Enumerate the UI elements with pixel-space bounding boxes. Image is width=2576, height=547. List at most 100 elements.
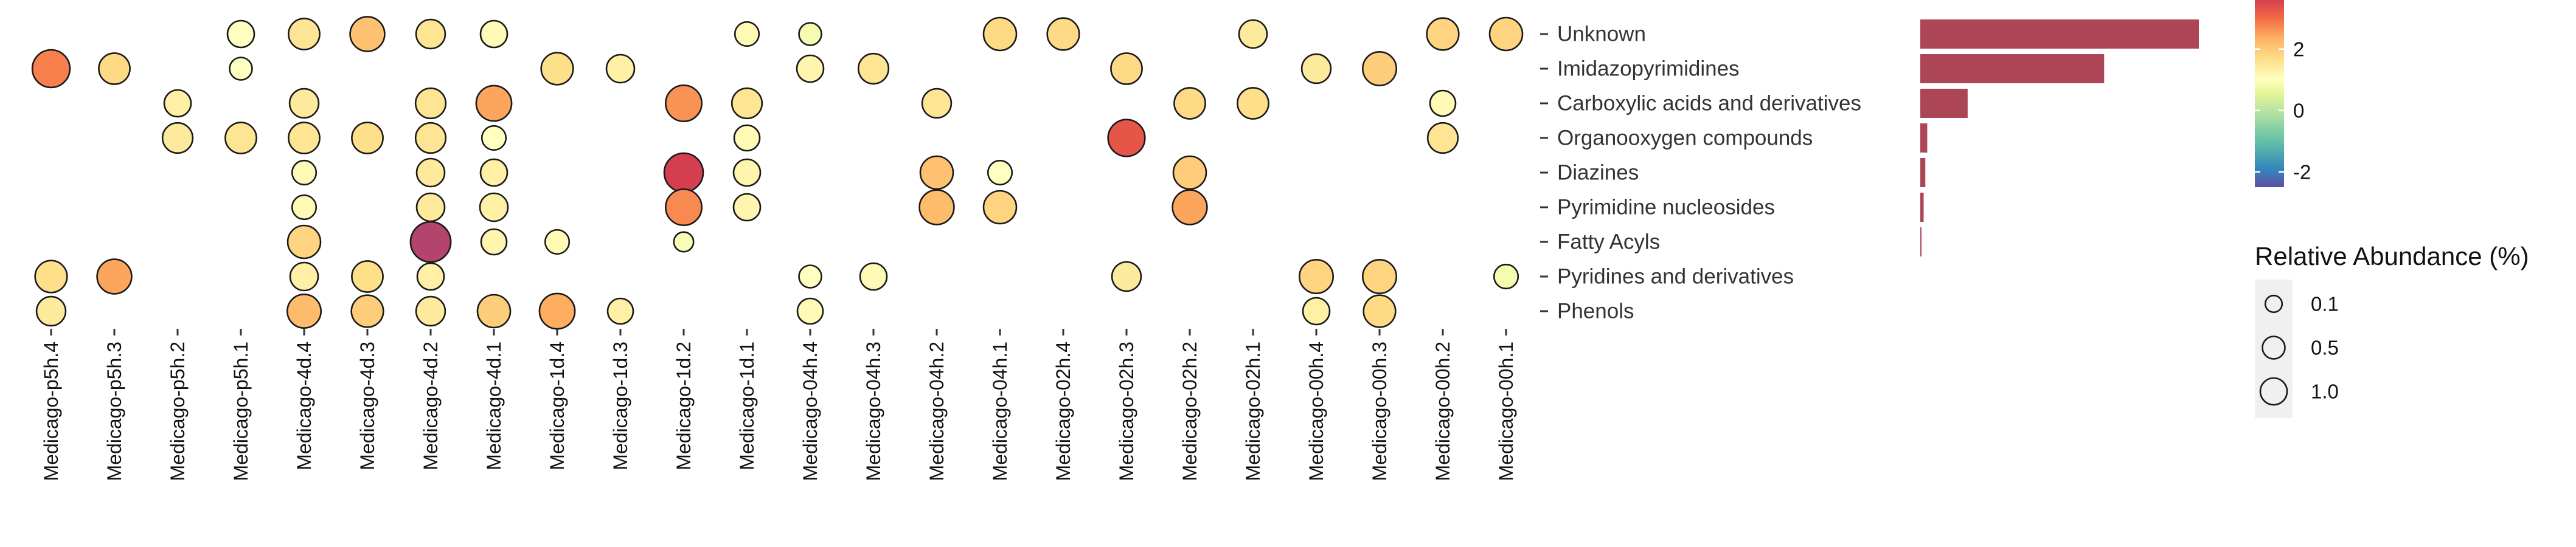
size-legend-key-background [2255, 280, 2293, 418]
bubble [286, 224, 322, 260]
bubble [415, 157, 446, 188]
bubble [919, 155, 954, 190]
bubble [34, 260, 68, 294]
class-label: Imidazopyrimidines [1557, 57, 1740, 81]
colorbar-label: 2 [2293, 38, 2304, 60]
colorbar-label: 0 [2293, 99, 2304, 122]
bubble [1046, 17, 1080, 51]
sample-label: Medicago-00h.3 [1369, 342, 1390, 481]
bubble [665, 188, 703, 226]
colorbar-gradient [2255, 0, 2284, 187]
sample-label: Medicago-4d.1 [483, 342, 505, 470]
bubble [663, 152, 704, 193]
bubble [918, 189, 955, 225]
size-legend-label: 0.5 [2311, 337, 2339, 359]
size-legend-circle [2259, 377, 2288, 406]
sample-label: Medicago-p5h.2 [167, 342, 189, 481]
bubble [163, 89, 192, 118]
bubble [1429, 89, 1457, 117]
class-label: Phenols [1557, 300, 1634, 323]
bubble [415, 192, 446, 222]
size-legend-circle [2262, 335, 2286, 360]
bubble [605, 53, 636, 84]
bubble [414, 122, 447, 154]
bubble [224, 122, 257, 154]
bubble [289, 261, 319, 292]
bubble [921, 88, 953, 119]
bubble [538, 292, 576, 330]
bubble [351, 122, 384, 154]
color-legend: 2 0 -2 [2255, 0, 2311, 187]
class-label: Organooxygen compounds [1557, 126, 1813, 150]
bubble [796, 297, 824, 325]
bubble [475, 84, 513, 122]
sample-label: Medicago-4d.3 [356, 342, 378, 470]
sample-label: Medicago-1d.1 [736, 342, 758, 470]
bubble [1111, 261, 1142, 292]
sample-label: Medicago-00h.2 [1432, 342, 1454, 481]
bubble [480, 228, 508, 256]
size-legend: Relative Abundance (%) 0.1 0.5 1.0 [2255, 242, 2529, 418]
abundance-bar [1920, 227, 1922, 256]
sample-label: Medicago-p5h.3 [103, 342, 125, 481]
bubble [673, 231, 695, 253]
bubble [1302, 297, 1331, 326]
bubble [540, 52, 574, 86]
abundance-bar [1920, 158, 1926, 187]
bubble [415, 295, 446, 327]
sample-label: Medicago-4d.2 [420, 342, 442, 470]
sample-label: Medicago-04h.3 [863, 342, 884, 481]
bubble [731, 87, 763, 120]
bubble [96, 258, 133, 295]
sample-label: Medicago-04h.4 [799, 342, 821, 481]
bubble [35, 295, 67, 327]
bubble [1426, 17, 1460, 51]
class-label: Diazines [1557, 161, 1639, 185]
bubble [1493, 263, 1519, 290]
bubble [733, 124, 761, 152]
bubble [1237, 87, 1269, 120]
bubble [481, 125, 507, 151]
sample-label: Medicago-02h.2 [1179, 342, 1201, 481]
bubble [1299, 258, 1335, 294]
bubble [1110, 52, 1143, 85]
sample-labels: Medicago-p5h.4 Medicago-p5h.3 Medicago-p5h… [40, 329, 1517, 481]
bubble [351, 260, 384, 293]
class-label: Unknown [1557, 22, 1646, 46]
sample-label: Medicago-1d.4 [546, 342, 568, 470]
sample-label: Medicago-00h.4 [1305, 342, 1327, 481]
bubble [476, 294, 512, 329]
sample-label: Medicago-02h.1 [1242, 342, 1264, 481]
bubble [732, 193, 762, 222]
bubble [859, 262, 888, 291]
size-legend-title: Relative Abundance (%) [2255, 242, 2529, 270]
bubble [1173, 87, 1206, 120]
bubble [414, 87, 447, 120]
bubble [416, 262, 445, 291]
bubble [1362, 258, 1398, 294]
abundance-bar [1920, 89, 1968, 118]
bubble [798, 22, 822, 46]
abundance-bar [1920, 193, 1924, 222]
bubble [479, 158, 509, 187]
size-legend-circle [2264, 294, 2283, 314]
sample-label: Medicago-02h.3 [1116, 342, 1137, 481]
bubble [1426, 122, 1459, 154]
bubble [796, 54, 825, 83]
bubble [161, 122, 194, 154]
bubble-grid [31, 16, 1524, 330]
class-label: Pyrimidine nucleosides [1557, 196, 1775, 219]
abundance-bars [1920, 19, 2199, 256]
bubble [288, 18, 321, 50]
class-label: Carboxylic acids and derivatives [1557, 92, 1861, 115]
bubble [1300, 53, 1332, 84]
bubble [606, 297, 634, 325]
bubble [1238, 19, 1268, 49]
sample-label: Medicago-p5h.4 [40, 342, 62, 481]
abundance-bar [1920, 19, 2199, 49]
bubble [288, 122, 321, 154]
bubble [798, 264, 822, 289]
class-label: Pyridines and derivatives [1557, 265, 1794, 289]
class-labels: Unknown Imidazopyrimidines Carboxylic acid… [1540, 22, 1861, 323]
bubble [982, 190, 1018, 225]
